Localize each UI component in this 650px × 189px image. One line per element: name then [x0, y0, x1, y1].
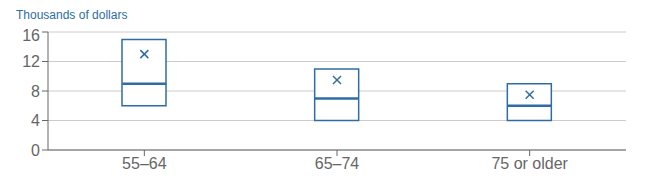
svg-text:75 or older: 75 or older — [491, 155, 568, 172]
svg-text:12: 12 — [22, 53, 40, 70]
svg-text:0: 0 — [31, 142, 40, 159]
svg-text:8: 8 — [31, 83, 40, 100]
html-text:Thousands of dollars: Thousands of dollars — [16, 8, 128, 22]
svg-text:55–64: 55–64 — [122, 155, 167, 172]
svg-text:16: 16 — [22, 27, 40, 44]
svg-text:4: 4 — [31, 112, 40, 129]
svg-text:65–74: 65–74 — [315, 155, 360, 172]
